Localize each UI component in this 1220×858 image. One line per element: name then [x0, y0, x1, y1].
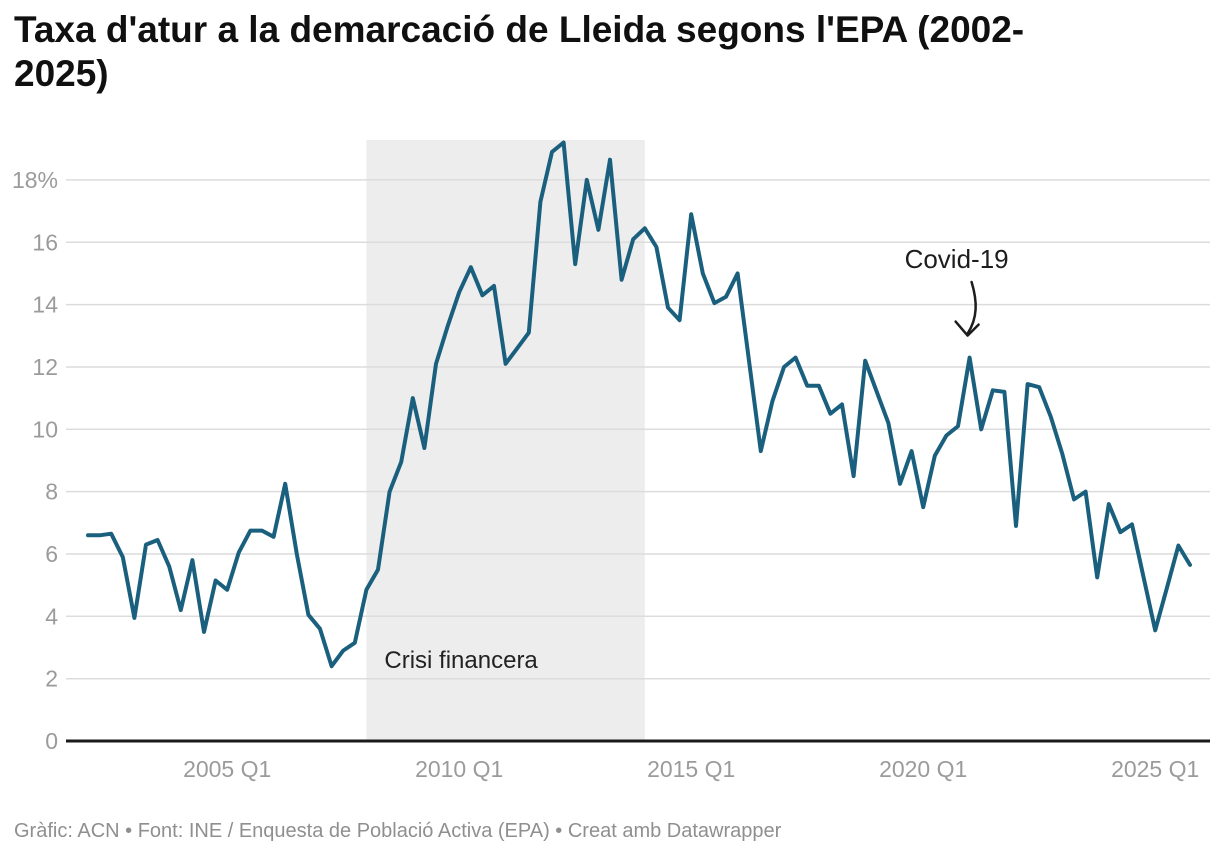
x-axis-labels: 2005 Q1 2010 Q1 2015 Q1 2020 Q1 2025 Q1 — [183, 756, 1199, 782]
y-tick-label-0: 0 — [45, 728, 58, 754]
annotations-layer: Crisi financera Covid-19 — [384, 244, 1008, 674]
covid-annotation-arrow-shaft — [966, 280, 977, 335]
y-tick-label-14: 14 — [32, 292, 58, 318]
covid-annotation-arrowhead — [954, 320, 980, 337]
highlight-band-layer — [366, 140, 645, 741]
unemployment-rate-line — [86, 140, 1192, 669]
y-tick-label-2: 2 — [45, 666, 58, 692]
y-tick-label-6: 6 — [45, 541, 58, 567]
crisis-highlight-band — [366, 140, 645, 741]
x-tick-label-2010-Q1: 2010 Q1 — [415, 756, 503, 782]
y-axis-labels: 0 2 4 6 8 10 12 14 16 18% — [12, 167, 58, 754]
chart-title-line-2: 2025) — [14, 53, 109, 94]
y-tick-label-8: 8 — [45, 479, 58, 505]
chart-title: Taxa d'atur a la demarcació de Lleida se… — [14, 8, 1024, 96]
x-tick-label-2005-Q1: 2005 Q1 — [183, 756, 271, 782]
x-tick-label-2020-Q1: 2020 Q1 — [879, 756, 967, 782]
chart-title-line-1: Taxa d'atur a la demarcació de Lleida se… — [14, 9, 1025, 50]
chart-footer: Gràfic: ACN • Font: INE / Enquesta de Po… — [14, 820, 782, 842]
y-tick-label-18: 18% — [12, 167, 58, 193]
x-tick-label-2015-Q1: 2015 Q1 — [647, 756, 735, 782]
y-tick-label-16: 16 — [32, 229, 58, 255]
series-line-layer — [86, 140, 1192, 669]
y-tick-label-4: 4 — [45, 603, 58, 629]
x-tick-label-2025-Q1: 2025 Q1 — [1111, 756, 1199, 782]
y-tick-label-12: 12 — [32, 354, 58, 380]
covid-annotation-label: Covid-19 — [905, 244, 1009, 274]
y-tick-label-10: 10 — [32, 416, 58, 442]
crisi-financera-label: Crisi financera — [384, 647, 538, 674]
